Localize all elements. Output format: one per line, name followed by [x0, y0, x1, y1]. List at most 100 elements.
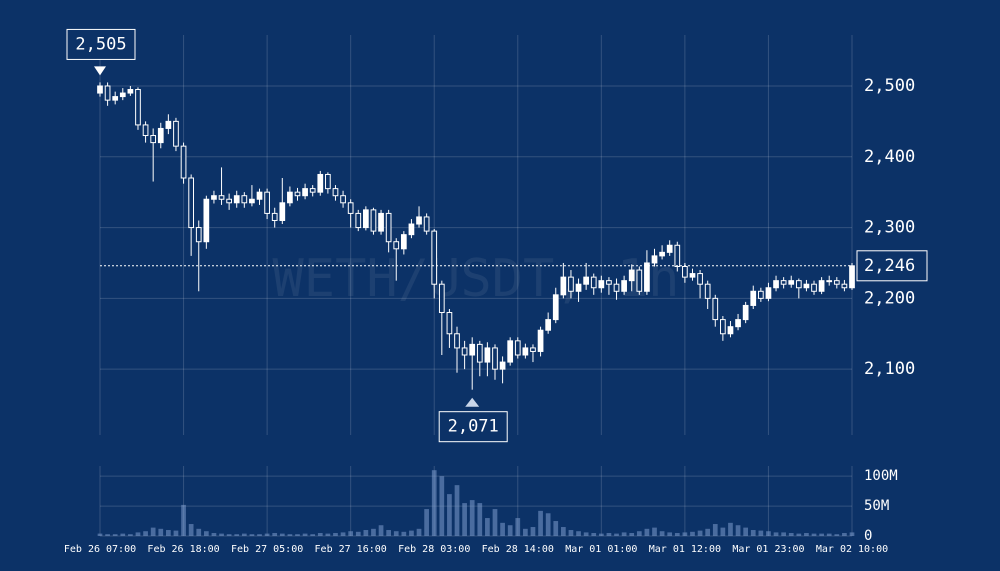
volume-bar: [416, 528, 422, 536]
volume-bar: [720, 527, 726, 536]
high-label: 2,505: [75, 34, 126, 54]
volume-bar: [135, 532, 141, 536]
volume-bar: [333, 533, 338, 536]
y-tick-label: 2,100: [864, 359, 915, 379]
volume-bar: [819, 533, 824, 536]
candle-body: [264, 191, 270, 214]
volume-bar: [97, 533, 103, 536]
volume-tick-label: 0: [864, 528, 872, 544]
candle-body: [682, 266, 688, 278]
volume-bar: [606, 533, 612, 536]
candle-body: [583, 276, 589, 285]
low-label: 2,071: [448, 417, 499, 437]
candle-body: [127, 89, 134, 94]
volume-bar: [325, 533, 331, 536]
candle-body: [203, 198, 210, 243]
candle-body: [378, 212, 384, 232]
volume-bar: [196, 528, 202, 536]
volume-bar: [355, 531, 361, 536]
volume-bar: [431, 470, 437, 536]
candle-body: [697, 273, 703, 285]
candle-body: [666, 244, 673, 253]
candle-body: [773, 280, 779, 289]
candle-body: [575, 283, 582, 292]
high-marker: [94, 66, 106, 76]
candle-body: [218, 195, 225, 200]
candle-body: [438, 283, 445, 314]
volume-bar: [728, 522, 733, 536]
last-price-box: [856, 250, 928, 282]
volume-bar: [272, 533, 278, 536]
candle-body: [720, 319, 726, 335]
volume-bar: [150, 527, 156, 536]
volume-bar: [538, 510, 543, 536]
candle-body: [757, 290, 764, 299]
x-tick-label: Feb 27 16:00: [315, 544, 387, 555]
volume-bar: [560, 527, 566, 536]
volume-bar: [401, 531, 407, 536]
candle-body: [742, 304, 749, 321]
last-price-label: 2,246: [864, 256, 915, 276]
volume-bar: [614, 533, 619, 536]
volume-bar: [796, 533, 802, 536]
volume-bar: [128, 534, 133, 536]
candle-body: [606, 280, 612, 285]
volume-bar: [219, 533, 224, 536]
volume-bar: [317, 533, 323, 536]
candle-body: [97, 85, 103, 94]
volume-bar: [766, 531, 771, 536]
volume-bar: [515, 518, 521, 536]
volume-bar: [447, 494, 452, 536]
candle-body: [423, 216, 430, 232]
volume-bar: [811, 533, 817, 536]
volume-bar: [667, 532, 673, 536]
candle-body: [651, 255, 658, 264]
volume-bar: [264, 533, 270, 536]
candle-body: [568, 276, 574, 292]
x-tick-label: Mar 01 23:00: [732, 544, 804, 555]
candle-body: [560, 276, 567, 296]
candle-body: [279, 202, 286, 221]
candle-body: [211, 195, 217, 200]
volume-bar: [378, 525, 384, 536]
x-tick-label: Feb 26 18:00: [147, 544, 219, 555]
volume-bar: [340, 532, 346, 536]
volume-bar: [295, 534, 300, 536]
volume-bar: [583, 532, 589, 536]
candle-body: [704, 283, 711, 299]
candle-body: [332, 188, 339, 197]
candle-body: [271, 212, 278, 221]
volume-tick-label: 50M: [864, 498, 889, 514]
candle-body: [765, 287, 772, 299]
volume-bar: [842, 533, 847, 536]
candle-body: [628, 269, 635, 282]
candle-body: [150, 135, 157, 144]
volume-bar: [849, 532, 855, 536]
candle-body: [188, 177, 195, 229]
candle-body: [735, 319, 741, 328]
volume-bar: [568, 530, 574, 536]
candle-body: [446, 312, 453, 335]
candle-body: [712, 297, 719, 321]
volume-bar: [181, 504, 186, 536]
volume-bar: [598, 533, 604, 536]
volume-bar: [545, 513, 551, 536]
volume-bar: [188, 524, 194, 536]
candle-body: [400, 234, 407, 250]
x-tick-label: Feb 26 07:00: [64, 544, 136, 555]
x-tick-label: Feb 28 03:00: [398, 544, 470, 555]
candle-body: [636, 269, 643, 292]
volume-bar: [492, 509, 498, 536]
candle-body: [507, 340, 514, 363]
candle-body: [393, 241, 400, 250]
volume-bar: [249, 534, 255, 536]
x-tick-label: Feb 28 14:00: [482, 544, 554, 555]
candle-body: [241, 195, 248, 204]
volume-bar: [112, 534, 118, 536]
candle-body: [119, 92, 126, 98]
candle-body: [613, 283, 620, 292]
candle-body: [135, 89, 141, 126]
volume-bar: [712, 524, 718, 536]
candle-body: [370, 209, 377, 232]
